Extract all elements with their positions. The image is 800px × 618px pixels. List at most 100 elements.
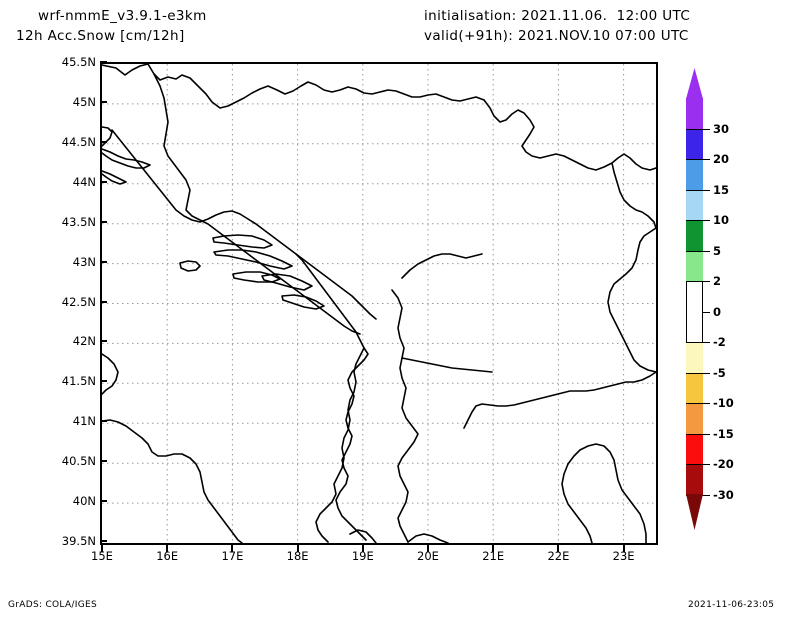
colorbar-tick-mark (703, 494, 710, 496)
lat-tick-mark (100, 300, 107, 303)
latitude-axis: 45.5N 45N 44.5N 44N 43.5N 43N 42.5N 42N … (28, 55, 96, 548)
render-timestamp: 2021-11-06-23:05 (688, 600, 775, 610)
colorbar-label-neg15: -15 (713, 426, 734, 441)
lon-tick-mark (296, 545, 299, 552)
colorbar-separator (686, 464, 703, 465)
colorbar-label-0: 0 (713, 304, 722, 319)
valid-time-label: valid(+91h): 2021.NOV.10 07:00 UTC (424, 28, 689, 44)
lat-tick-label-44.5N: 44.5N (61, 134, 96, 149)
field-name-label: 12h Acc.Snow [cm/12h] (16, 28, 185, 44)
colorbar-tick-mark (703, 250, 710, 252)
lat-tick-mark (100, 260, 107, 263)
colorbar-band-5[interactable] (686, 220, 703, 251)
colorbar-tick-mark (703, 128, 710, 130)
colorbar-band-10[interactable] (686, 189, 703, 220)
lat-tick-mark (100, 540, 107, 542)
lon-tick-label-22E: 22E (547, 549, 570, 563)
lat-tick-label-43N: 43N (72, 254, 96, 269)
colorbar-tick-mark (703, 159, 710, 160)
lon-tick-mark (361, 545, 364, 552)
colorbar-label-2: 2 (713, 274, 722, 288)
lat-tick-mark (100, 180, 107, 183)
lat-tick-mark (100, 61, 107, 63)
colorbar-label-neg10: -10 (713, 396, 734, 410)
lat-tick-label-42.5N: 42.5N (61, 294, 96, 309)
lat-tick-label-42N: 42N (72, 334, 96, 349)
map-plot-area (100, 62, 658, 545)
colorbar-label-15: 15 (713, 182, 730, 197)
lon-tick-mark (101, 545, 103, 552)
lon-tick-mark (166, 545, 169, 552)
colorbar-band-15[interactable] (686, 159, 703, 190)
colorbar-tick-mark (703, 281, 710, 282)
lat-tick-label-44N: 44N (72, 174, 96, 189)
colorbar-separator (686, 220, 703, 221)
colorbar-label-5: 5 (713, 243, 722, 258)
grads-credit-label: GrADS: COLA/IGES (8, 600, 97, 610)
colorbar-tick-mark (703, 403, 710, 404)
lat-tick-mark (100, 500, 107, 503)
lon-tick-mark (427, 545, 429, 552)
colorbar-arrow-top (686, 68, 703, 99)
colorbar-band-neg20[interactable] (686, 464, 703, 495)
lon-tick-label-19E: 19E (351, 549, 374, 563)
colorbar-separator (686, 128, 703, 130)
lat-tick-label-39.5N: 39.5N (61, 534, 96, 548)
colorbar-label-20: 20 (713, 152, 730, 166)
map-geography (102, 64, 656, 543)
colorbar-band-30[interactable] (686, 98, 703, 129)
colorbar-separator (686, 281, 703, 282)
colorbar-label-neg20: -20 (713, 457, 734, 471)
model-name-label: wrf-nmmE_v3.9.1-e3km (38, 8, 207, 24)
colorbar-band-20[interactable] (686, 128, 703, 159)
lon-tick-mark (231, 545, 234, 552)
lat-tick-mark (100, 340, 107, 343)
gridlines (102, 64, 656, 543)
lat-tick-label-41.5N: 41.5N (61, 374, 96, 389)
lat-tick-label-40N: 40N (72, 494, 96, 509)
colorbar[interactable]: 30 20 15 10 5 2 0 -2 -5 -10 -15 -20 -30 (686, 98, 734, 502)
colorbar-label-neg30: -30 (713, 487, 734, 502)
colorbar-tick-mark (703, 189, 710, 191)
lat-tick-label-40.5N: 40.5N (61, 454, 96, 469)
lat-tick-label-45.5N: 45.5N (61, 55, 96, 69)
lon-tick-label-17E: 17E (221, 549, 244, 563)
longitude-axis: 15E 16E 17E 18E 19E 20E 21E 22E 23E (0, 549, 800, 569)
colorbar-separator (686, 189, 703, 191)
colorbar-separator (686, 403, 703, 404)
colorbar-arrow-bottom (686, 494, 703, 530)
colorbar-band-neg5[interactable] (686, 372, 703, 403)
colorbar-label-10: 10 (713, 213, 730, 227)
coastlines-and-borders (102, 64, 656, 543)
colorbar-tick-mark (703, 311, 710, 313)
colorbar-label-neg2: -2 (713, 335, 726, 349)
colorbar-band-2[interactable] (686, 250, 703, 281)
colorbar-band-neg2[interactable] (686, 342, 703, 373)
colorbar-separator (686, 250, 703, 252)
lat-tick-label-45N: 45N (72, 94, 96, 109)
lat-tick-mark (100, 380, 107, 383)
colorbar-label-neg5: -5 (713, 365, 726, 380)
colorbar-tick-mark (703, 433, 710, 435)
colorbar-band-neg15[interactable] (686, 433, 703, 464)
lon-tick-mark (557, 545, 560, 552)
lon-tick-label-23E: 23E (612, 549, 635, 563)
lon-tick-label-15E: 15E (91, 549, 113, 563)
lat-tick-mark (100, 100, 107, 103)
colorbar-separator (686, 433, 703, 435)
initialisation-label: initialisation: 2021.11.06. 12:00 UTC (424, 8, 691, 24)
lat-tick-mark (100, 420, 107, 423)
lon-tick-mark (622, 545, 625, 552)
colorbar-tick-mark (703, 372, 710, 374)
colorbar-band-0[interactable] (686, 281, 703, 342)
lat-tick-mark (100, 460, 107, 463)
lat-tick-mark (100, 220, 107, 223)
colorbar-tick-mark (703, 464, 710, 465)
colorbar-band-neg10[interactable] (686, 403, 703, 434)
colorbar-tick-mark (703, 342, 710, 343)
lat-tick-label-41N: 41N (72, 414, 96, 429)
lon-tick-label-16E: 16E (156, 549, 179, 563)
colorbar-separator (686, 159, 703, 160)
colorbar-label-30: 30 (713, 121, 730, 136)
lat-tick-mark (100, 140, 107, 143)
